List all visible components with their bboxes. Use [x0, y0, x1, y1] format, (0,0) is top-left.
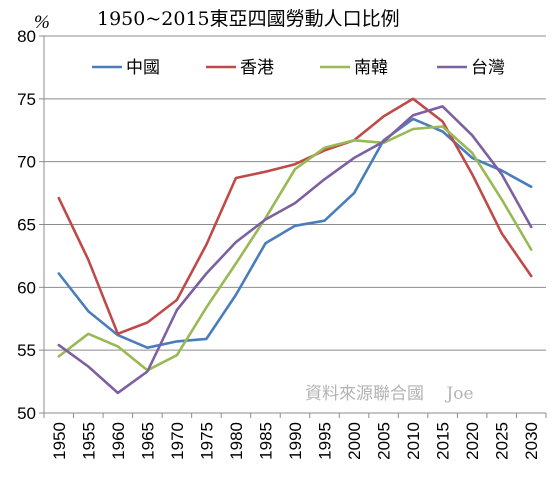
- source-annotation: 資料來源聯合國 Joe: [305, 384, 474, 404]
- x-tick-label-2000: 2000: [345, 422, 364, 460]
- legend: 中國 香港 南韓 台灣: [92, 58, 505, 78]
- y-tick-label-65: 65: [17, 216, 36, 235]
- x-tick-label-1950: 1950: [50, 422, 69, 460]
- gridlines: [44, 35, 546, 351]
- y-tick-label-60: 60: [17, 278, 36, 297]
- x-tick-label-2015: 2015: [434, 422, 453, 460]
- chart-title: 1950~2015東亞四國勞動人口比例: [97, 8, 400, 30]
- legend-label-0: 中國: [126, 58, 160, 78]
- series-line-1: [57, 97, 533, 336]
- x-tick-label-2030: 2030: [522, 422, 541, 460]
- x-tick-label-2020: 2020: [463, 422, 482, 460]
- x-tick-label-1975: 1975: [197, 422, 216, 460]
- series-line-3: [57, 105, 533, 395]
- x-tick-label-1980: 1980: [227, 422, 246, 460]
- x-tick-label-2025: 2025: [493, 422, 512, 460]
- x-tick-label-1965: 1965: [138, 422, 157, 460]
- x-tick-labels: 1950 1955 1960 1965 1970 1975 1980 1985 1990 1995…: [50, 422, 541, 460]
- x-tick-label-1960: 1960: [109, 422, 128, 460]
- y-unit-label: %: [34, 12, 50, 33]
- x-tick-label-1995: 1995: [316, 422, 335, 460]
- y-tick-label-80: 80: [17, 27, 36, 46]
- x-tick-label-1990: 1990: [286, 422, 305, 460]
- x-tick-label-1970: 1970: [168, 422, 187, 460]
- series-line-2: [57, 125, 533, 372]
- y-tick-label-50: 50: [17, 404, 36, 423]
- x-tick-label-1985: 1985: [256, 422, 275, 460]
- y-tick-label-55: 55: [17, 341, 36, 360]
- x-tick-label-2005: 2005: [375, 422, 394, 460]
- series-lines: [57, 97, 533, 395]
- legend-label-1: 香港: [240, 58, 274, 78]
- x-tick-label-2010: 2010: [404, 422, 423, 460]
- x-tick-label-1955: 1955: [79, 422, 98, 460]
- legend-label-2: 南韓: [354, 58, 388, 78]
- axes: [39, 35, 547, 418]
- y-tick-label-70: 70: [17, 153, 36, 172]
- y-tick-labels: 50 55 60 65 70 75 80: [17, 27, 36, 423]
- legend-label-3: 台灣: [471, 58, 505, 78]
- y-tick-label-75: 75: [17, 90, 36, 109]
